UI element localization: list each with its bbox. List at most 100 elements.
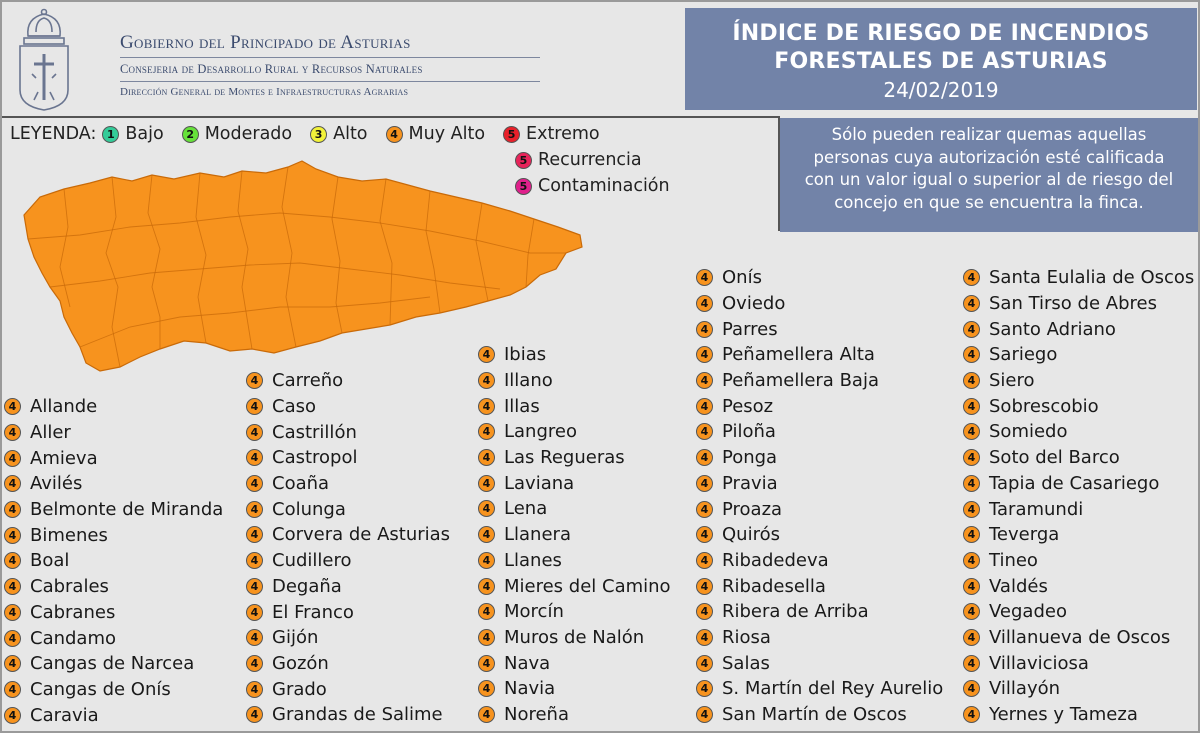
risk-badge: 4 <box>246 654 263 672</box>
municipality-name: Belmonte de Miranda <box>30 499 224 521</box>
notice-line-4: concejo en que se encuentra la finca. <box>834 192 1144 212</box>
legend-row-main: LEYENDA: 1 Bajo 2 Moderado 3 Alto 4 Muy … <box>10 124 618 144</box>
risk-badge: 4 <box>963 397 980 415</box>
directorate-name: Dirección General de Montes e Infraestru… <box>120 86 409 98</box>
municipality-name: Sobrescobio <box>989 395 1099 417</box>
risk-badge: 4 <box>246 706 263 724</box>
notice-line-3: con un valor igual o superior al de ries… <box>804 170 1174 189</box>
municipality-name: Siero <box>989 370 1035 392</box>
risk-badge: 4 <box>963 474 980 492</box>
municipality-name: Candamo <box>30 627 117 649</box>
municipality-name: Villanueva de Oscos <box>989 626 1171 648</box>
municipality-name: Laviana <box>504 472 575 494</box>
risk-badge: 4 <box>246 475 263 493</box>
legend-badge-alto: 3 <box>310 125 328 143</box>
municipality-item: 4 Las Regueras <box>478 445 671 471</box>
municipality-name: Cabranes <box>30 601 116 623</box>
municipality-item: 4 Gijón <box>246 625 450 651</box>
municipality-item: 4 Teverga <box>963 522 1194 548</box>
risk-badge: 4 <box>963 628 980 646</box>
municipality-name: Sariego <box>989 344 1058 366</box>
risk-badge: 4 <box>696 474 713 492</box>
municipality-column-1: 4 Allande 4 Aller 4 Amieva 4 Avilés 4 Belmonte de… <box>4 394 223 728</box>
title-banner: ÍNDICE DE RIESGO DE INCENDIOS FORESTALES… <box>685 8 1197 110</box>
municipality-name: Somiedo <box>989 421 1068 443</box>
legend-label-muy-alto: Muy Alto <box>408 124 486 144</box>
risk-badge: 4 <box>246 629 263 647</box>
municipality-name: Villaviciosa <box>989 652 1089 674</box>
municipality-name: Peñamellera Alta <box>722 344 875 366</box>
municipality-item: 4 Lena <box>478 496 671 522</box>
municipality-name: Yernes y Tameza <box>989 704 1138 726</box>
municipality-name: Noreña <box>504 703 569 725</box>
municipality-item: 4 Villaviciosa <box>963 650 1194 676</box>
risk-badge: 4 <box>963 295 980 313</box>
risk-badge: 4 <box>696 526 713 544</box>
municipality-name: Onís <box>722 267 762 289</box>
municipality-item: 4 Noreña <box>478 702 671 728</box>
municipality-item: 4 Llanera <box>478 522 671 548</box>
municipality-item: 4 Morcín <box>478 599 671 625</box>
legend-badge-bajo: 1 <box>102 125 120 143</box>
municipality-item: 4 Grandas de Salime <box>246 702 450 728</box>
divider-horizontal <box>2 116 780 118</box>
municipality-name: Avilés <box>30 473 83 495</box>
municipality-item: 4 Quirós <box>696 522 943 548</box>
risk-badge: 4 <box>696 397 713 415</box>
municipality-name: Parres <box>722 318 778 340</box>
risk-badge: 4 <box>478 346 495 364</box>
risk-badge: 4 <box>4 475 21 493</box>
burning-notice: Sólo pueden realizar quemas aquellas per… <box>780 118 1198 232</box>
legend-badge-contaminacion: 5 <box>515 177 532 195</box>
risk-badge: 4 <box>4 706 21 724</box>
municipality-item: 4 Degaña <box>246 574 450 600</box>
municipality-item: 4 Proaza <box>696 496 943 522</box>
department-name: Consejeria de Desarrollo Rural y Recurso… <box>120 62 540 82</box>
title-line-1: ÍNDICE DE RIESGO DE INCENDIOS <box>732 21 1150 46</box>
risk-badge: 4 <box>478 474 495 492</box>
municipality-item: 4 Colunga <box>246 496 450 522</box>
risk-badge: 4 <box>4 629 21 647</box>
municipality-name: Castropol <box>272 447 358 469</box>
risk-badge: 4 <box>478 449 495 467</box>
risk-badge: 4 <box>696 577 713 595</box>
risk-badge: 4 <box>478 526 495 544</box>
municipality-name: Las Regueras <box>504 447 625 469</box>
risk-badge: 4 <box>696 372 713 390</box>
legend-title: LEYENDA: <box>10 124 97 144</box>
municipality-item: 4 Caravia <box>4 702 223 728</box>
municipality-name: Coaña <box>272 473 330 495</box>
municipality-column-4: 4 Onís 4 Oviedo 4 Parres 4 Peñamellera Alta 4 Peñ… <box>696 265 943 727</box>
legend-row-contaminacion: 5 Contaminación <box>515 176 688 196</box>
risk-badge: 4 <box>696 706 713 724</box>
municipality-item: 4 Cabrales <box>4 574 223 600</box>
municipality-item: 4 Bimenes <box>4 522 223 548</box>
risk-badge: 4 <box>963 449 980 467</box>
municipality-name: Gozón <box>272 652 329 674</box>
risk-badge: 4 <box>246 423 263 441</box>
municipality-name: Colunga <box>272 498 346 520</box>
municipality-item: 4 Illas <box>478 393 671 419</box>
risk-badge: 4 <box>696 423 713 441</box>
risk-badge: 4 <box>963 372 980 390</box>
municipality-name: Degaña <box>272 575 342 597</box>
municipality-name: Castrillón <box>272 421 357 443</box>
municipality-name: Caravia <box>30 704 99 726</box>
risk-badge: 4 <box>478 654 495 672</box>
municipality-item: 4 El Franco <box>246 599 450 625</box>
legend-label-recurrencia: Recurrencia <box>538 150 642 170</box>
municipality-name: Salas <box>722 652 770 674</box>
risk-badge: 4 <box>478 397 495 415</box>
municipality-item: 4 Siero <box>963 368 1194 394</box>
risk-badge: 4 <box>4 501 21 519</box>
risk-badge: 4 <box>246 552 263 570</box>
municipality-name: Soto del Barco <box>989 447 1120 469</box>
municipality-name: Ponga <box>722 447 778 469</box>
municipality-item: 4 Laviana <box>478 470 671 496</box>
risk-badge: 4 <box>963 654 980 672</box>
risk-badge: 4 <box>246 372 263 390</box>
municipality-name: Grandas de Salime <box>272 704 443 726</box>
municipality-item: 4 San Tirso de Abres <box>963 291 1194 317</box>
report-date: 24/02/2019 <box>883 78 999 102</box>
notice-line-2: personas cuya autorización esté califica… <box>813 147 1165 167</box>
